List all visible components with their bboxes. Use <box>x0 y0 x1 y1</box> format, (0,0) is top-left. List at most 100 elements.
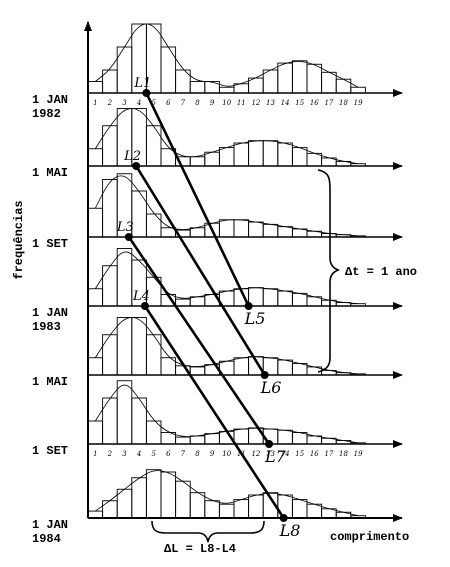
x-tick-label: 18 <box>339 99 348 107</box>
bar <box>87 420 104 445</box>
bar <box>87 207 104 238</box>
bar <box>277 290 293 307</box>
delta-l-brace <box>151 520 265 543</box>
bar <box>116 248 133 307</box>
bar <box>248 140 264 167</box>
bar <box>102 500 118 519</box>
bar <box>291 363 308 376</box>
bar <box>350 515 366 519</box>
point-l6 <box>260 371 269 379</box>
panel-5: 1 SET <box>32 380 403 458</box>
bar <box>189 156 206 167</box>
y-axis-label: frequências <box>12 200 26 279</box>
bar <box>160 46 177 94</box>
label-l3: L3 <box>116 220 134 235</box>
x-tick-label: 14 <box>281 450 290 458</box>
bar <box>189 81 206 94</box>
x-tick-label: 6 <box>166 450 171 458</box>
bar <box>189 366 206 376</box>
bar <box>306 503 323 519</box>
bar <box>218 219 235 238</box>
point-l8 <box>279 514 288 522</box>
bar <box>145 213 162 238</box>
bar <box>189 435 206 445</box>
bar <box>262 140 279 167</box>
panel-date-label: 1 JAN <box>32 306 68 320</box>
frequency-curve <box>94 175 359 237</box>
bar <box>87 510 104 519</box>
x-tick-label: 18 <box>339 450 348 458</box>
bar <box>233 428 250 445</box>
bar <box>160 227 177 238</box>
link-l3-l7 <box>127 236 271 445</box>
bar <box>335 78 352 94</box>
bar <box>291 60 308 94</box>
bar <box>291 432 308 445</box>
bar <box>350 163 366 167</box>
bar <box>175 436 191 445</box>
panel-date-label: 1 MAI <box>32 166 68 180</box>
x-tick-label: 16 <box>310 450 319 458</box>
bar <box>233 219 250 238</box>
x-tick-label: 14 <box>281 99 290 107</box>
frequency-curve <box>95 23 359 88</box>
bar <box>277 62 293 94</box>
x-tick-label: 12 <box>251 99 260 107</box>
bar <box>116 380 133 445</box>
bar <box>102 179 118 238</box>
bar <box>204 151 220 167</box>
bar <box>291 147 308 167</box>
bar <box>277 429 293 445</box>
x-tick-label: 9 <box>210 99 215 107</box>
bar <box>160 471 177 519</box>
frequency-curve <box>94 317 359 375</box>
bar <box>233 142 250 167</box>
panel-date-label: 1 MAI <box>32 375 68 389</box>
label-l2: L2 <box>123 149 141 164</box>
point-l7 <box>265 440 274 448</box>
x-tick-label: 9 <box>210 450 215 458</box>
bar <box>116 46 133 94</box>
panel-date-label: 1 SET <box>32 237 68 251</box>
bar <box>291 292 308 307</box>
label-l4: L4 <box>132 289 150 304</box>
x-tick-label: 5 <box>151 450 156 458</box>
bar <box>277 226 293 238</box>
frequency-curve <box>95 470 359 517</box>
x-tick-label: 7 <box>181 450 186 458</box>
x-tick-label: 10 <box>222 99 231 107</box>
x-tick-label: 13 <box>266 99 275 107</box>
point-l3 <box>124 233 133 241</box>
bar <box>262 223 279 238</box>
bar <box>204 500 220 519</box>
bar <box>262 288 279 307</box>
bar <box>248 494 264 519</box>
bar <box>102 125 118 167</box>
panel-date-label: 1 JAN <box>32 518 68 532</box>
label-l7: L7 <box>264 447 287 466</box>
bar <box>218 503 235 519</box>
bar <box>218 86 235 94</box>
bar <box>102 397 118 445</box>
bar <box>145 125 162 167</box>
bar <box>248 221 264 238</box>
link-l4-l8 <box>143 305 285 519</box>
bar <box>145 469 162 519</box>
frequency-curve <box>94 251 359 305</box>
x-tick-label: 5 <box>151 99 156 107</box>
bar <box>277 359 293 376</box>
frequency-curve <box>94 384 359 444</box>
bar <box>131 397 147 445</box>
x-tick-label: 10 <box>222 450 231 458</box>
bar <box>350 303 366 307</box>
x-tick-label: 7 <box>181 99 186 107</box>
panel-year-label: 1984 <box>32 532 61 546</box>
bar <box>350 86 366 94</box>
x-tick-label: 13 <box>266 450 275 458</box>
x-tick-label: 15 <box>295 450 304 458</box>
x-tick-label: 1 <box>93 99 97 107</box>
